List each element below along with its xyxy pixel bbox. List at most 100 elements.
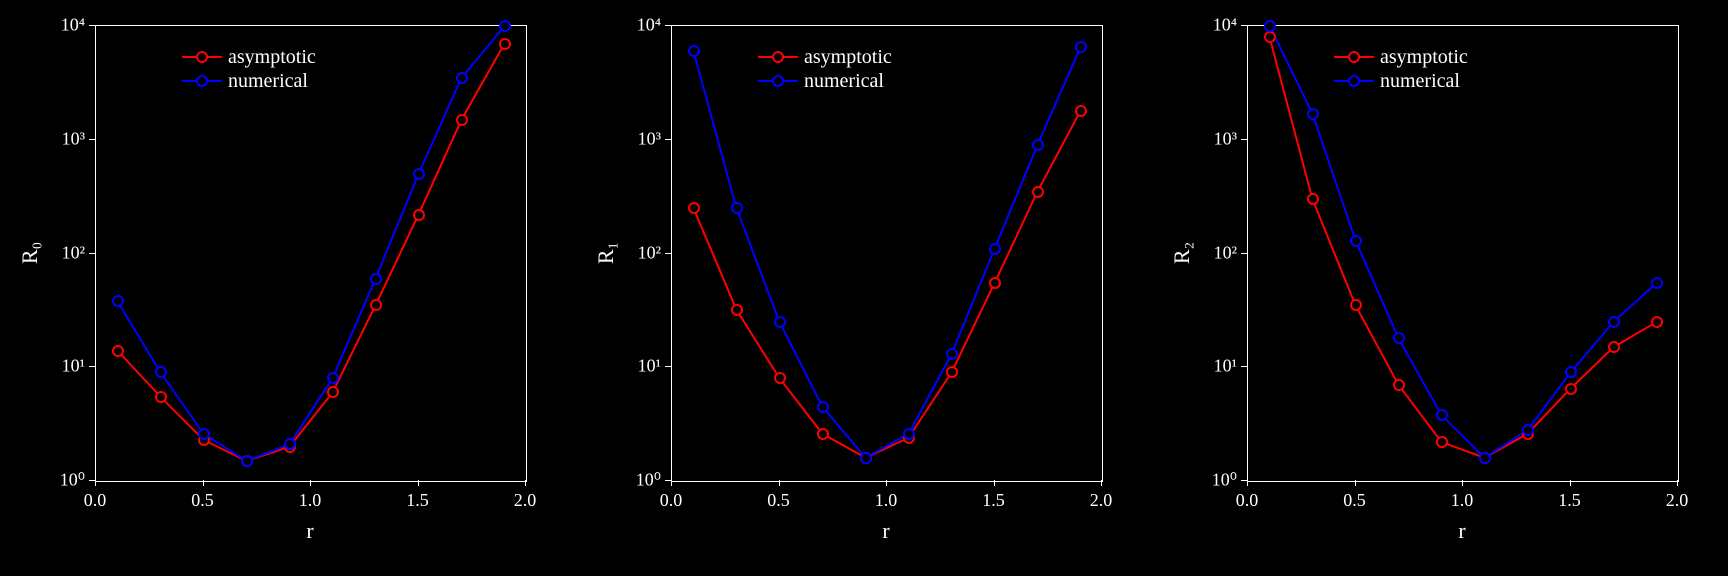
x-tick-mark [95,480,96,486]
data-marker-numerical [1032,139,1044,151]
y-axis-title: R₀ [17,241,43,263]
legend-label: numerical [228,69,308,93]
y-axis-title: R₁ [593,241,619,263]
y-tick-mark [89,25,95,26]
x-axis-title: r [1458,518,1465,544]
y-tick-label: 10³ [611,128,661,149]
legend-marker-icon [196,75,208,87]
y-axis-title: R₂ [1169,241,1195,263]
legend-marker-icon [772,51,784,63]
legend-swatch [758,74,798,88]
x-tick-label: 1.5 [406,490,429,511]
x-tick-label: 2.0 [1090,490,1113,511]
plot-area: asymptoticnumerical [95,25,527,482]
x-tick-mark [671,480,672,486]
legend-label: numerical [1380,69,1460,93]
data-marker-numerical [903,428,915,440]
x-tick-mark [1101,480,1102,486]
data-marker-asymptotic [817,428,829,440]
data-marker-numerical [284,438,296,450]
x-tick-label: 2.0 [514,490,537,511]
panel-r0: asymptoticnumerical0.00.51.01.52.010⁰10¹… [0,0,576,576]
data-marker-numerical [1307,108,1319,120]
legend: asymptoticnumerical [752,41,898,97]
data-marker-numerical [1608,316,1620,328]
x-tick-mark [779,480,780,486]
y-tick-mark [89,139,95,140]
data-marker-numerical [774,316,786,328]
data-marker-numerical [688,45,700,57]
y-tick-mark [1241,25,1247,26]
y-tick-label: 10¹ [611,356,661,377]
data-marker-numerical [241,455,253,467]
legend-swatch [1334,74,1374,88]
panel-r1: asymptoticnumerical0.00.51.01.52.010⁰10¹… [576,0,1152,576]
legend-label: numerical [804,69,884,93]
data-marker-asymptotic [1436,436,1448,448]
series-line-asymptotic [694,111,1081,458]
data-marker-asymptotic [1307,193,1319,205]
data-marker-asymptotic [155,391,167,403]
plot-area: asymptoticnumerical [1247,25,1679,482]
data-marker-numerical [1522,424,1534,436]
legend-marker-icon [1348,51,1360,63]
x-tick-mark [203,480,204,486]
y-tick-label: 10³ [35,128,85,149]
data-marker-numerical [731,202,743,214]
legend-swatch [758,50,798,64]
data-marker-numerical [1479,452,1491,464]
data-marker-asymptotic [1075,105,1087,117]
data-marker-asymptotic [1565,383,1577,395]
y-tick-label: 10⁴ [35,15,85,36]
legend-label: asymptotic [1380,45,1468,69]
legend-entry-asymptotic: asymptotic [1334,45,1468,69]
x-tick-label: 2.0 [1666,490,1689,511]
data-marker-numerical [456,72,468,84]
legend-entry-numerical: numerical [758,69,892,93]
y-tick-mark [665,139,671,140]
x-tick-mark [886,480,887,486]
x-tick-mark [418,480,419,486]
legend-entry-numerical: numerical [1334,69,1468,93]
legend-label: asymptotic [804,45,892,69]
data-marker-numerical [1565,366,1577,378]
y-tick-label: 10⁰ [1187,470,1237,491]
x-tick-label: 1.0 [875,490,898,511]
legend-label: asymptotic [228,45,316,69]
y-tick-label: 10⁰ [35,470,85,491]
x-tick-label: 1.0 [299,490,322,511]
data-marker-asymptotic [1651,316,1663,328]
x-tick-label: 1.5 [982,490,1005,511]
data-marker-numerical [198,428,210,440]
data-marker-numerical [1264,20,1276,32]
data-marker-numerical [370,273,382,285]
data-marker-asymptotic [456,114,468,126]
data-marker-asymptotic [1032,186,1044,198]
legend-marker-icon [1348,75,1360,87]
y-tick-label: 10⁰ [611,470,661,491]
x-tick-label: 0.5 [191,490,214,511]
series-line-asymptotic [1270,37,1657,458]
x-tick-mark [1462,480,1463,486]
data-marker-asymptotic [1350,299,1362,311]
data-marker-numerical [155,366,167,378]
data-marker-asymptotic [989,277,1001,289]
x-tick-mark [1355,480,1356,486]
y-tick-mark [1241,253,1247,254]
data-marker-asymptotic [413,209,425,221]
legend-swatch [1334,50,1374,64]
data-marker-numerical [1393,332,1405,344]
x-tick-label: 0.0 [84,490,107,511]
data-marker-asymptotic [1608,341,1620,353]
data-marker-numerical [1651,277,1663,289]
y-tick-mark [665,366,671,367]
data-marker-numerical [112,295,124,307]
data-marker-numerical [860,452,872,464]
data-marker-asymptotic [370,299,382,311]
data-marker-numerical [499,20,511,32]
data-marker-numerical [327,372,339,384]
data-marker-numerical [1350,235,1362,247]
plot-area: asymptoticnumerical [671,25,1103,482]
y-tick-mark [665,480,671,481]
data-marker-asymptotic [1393,379,1405,391]
